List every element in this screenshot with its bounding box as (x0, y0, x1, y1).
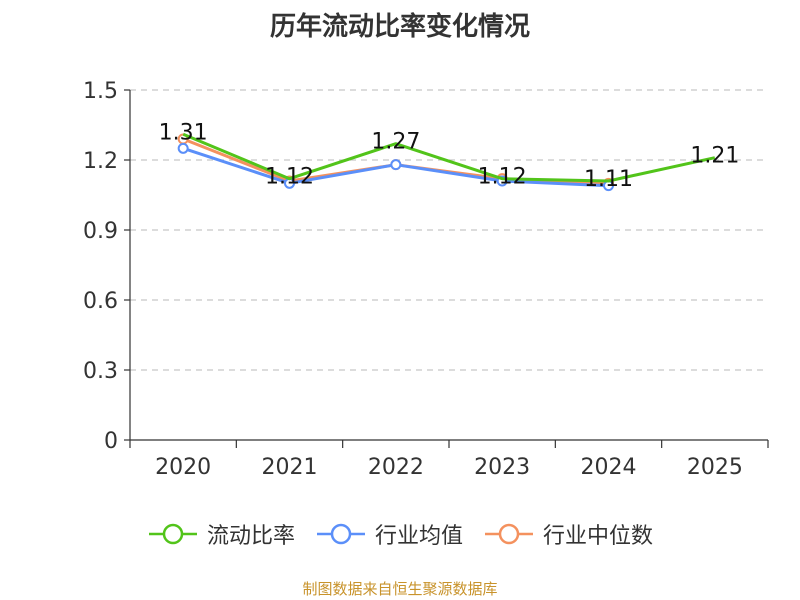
data-labels: 1.31 1.12 1.27 1.12 1.11 1.21 (159, 120, 740, 192)
series-lines (177, 132, 716, 192)
x-tick-label: 2023 (474, 455, 530, 480)
legend-label: 行业均值 (374, 524, 463, 549)
x-tick-label: 2024 (581, 455, 637, 480)
legend-swatch-marker (330, 523, 352, 545)
x-tick-label: 2025 (687, 455, 743, 480)
series-line-0 (182, 132, 716, 183)
legend-swatch-marker (162, 523, 184, 545)
series-point-1 (390, 159, 402, 171)
axes: 0 0.3 0.6 0.9 1.2 1.5 2020 2021 2022 2023 2024 2025 (83, 79, 769, 480)
data-label: 1.31 (159, 120, 208, 145)
data-label: 1.11 (584, 167, 633, 192)
legend-label: 行业中位数 (543, 524, 654, 549)
data-label: 1.12 (478, 165, 527, 190)
legend-swatch-marker (498, 523, 520, 545)
x-tick-label: 2021 (262, 455, 318, 480)
legend: 流动比率 行业均值 行业中位数 (0, 518, 800, 550)
x-tick-label: 2022 (368, 455, 424, 480)
y-tick-label: 0.6 (83, 289, 118, 314)
x-tick-label: 2020 (155, 455, 211, 480)
legend-label: 流动比率 (206, 524, 295, 549)
data-label: 1.27 (371, 130, 420, 155)
legend-swatch (148, 523, 197, 545)
legend-swatch (316, 523, 365, 545)
y-tick-label: 0 (104, 429, 118, 454)
data-label: 1.12 (265, 165, 314, 190)
y-tick-label: 0.3 (83, 359, 118, 384)
y-tick-label: 0.9 (83, 219, 118, 244)
legend-swatch (485, 523, 533, 545)
legend-item[interactable]: 流动比率 (147, 518, 295, 550)
source-note: 制图数据来自恒生聚源数据库 (302, 580, 498, 598)
chart-title: 历年流动比率变化情况 (269, 12, 530, 42)
legend-item[interactable]: 行业中位数 (483, 518, 653, 550)
y-tick-label: 1.5 (83, 79, 118, 104)
legend-item[interactable]: 行业均值 (315, 518, 463, 550)
data-label: 1.21 (690, 144, 739, 169)
y-tick-label: 1.2 (83, 149, 118, 174)
grid-lines (130, 89, 768, 371)
series-point-1 (177, 142, 189, 154)
